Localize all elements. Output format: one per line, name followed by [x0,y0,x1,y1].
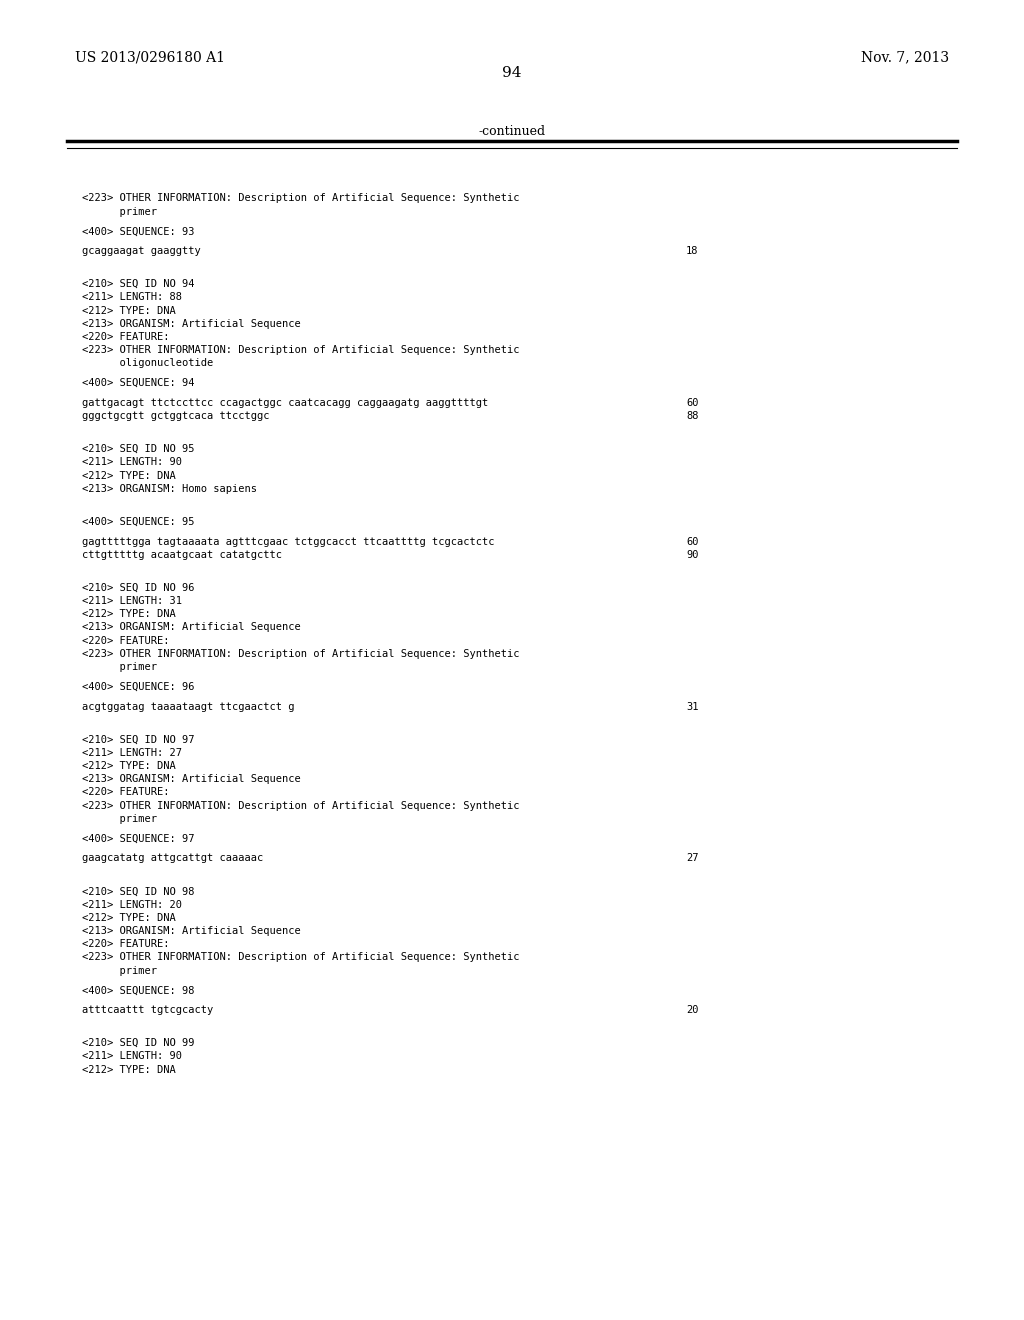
Text: <223> OTHER INFORMATION: Description of Artificial Sequence: Synthetic: <223> OTHER INFORMATION: Description of … [82,345,519,355]
Text: Nov. 7, 2013: Nov. 7, 2013 [861,50,949,65]
Text: <211> LENGTH: 27: <211> LENGTH: 27 [82,747,182,758]
Text: <210> SEQ ID NO 95: <210> SEQ ID NO 95 [82,444,195,454]
Text: <212> TYPE: DNA: <212> TYPE: DNA [82,1064,176,1074]
Text: 60: 60 [686,399,698,408]
Text: <212> TYPE: DNA: <212> TYPE: DNA [82,306,176,315]
Text: gcaggaagat gaaggtty: gcaggaagat gaaggtty [82,246,201,256]
Text: <223> OTHER INFORMATION: Description of Artificial Sequence: Synthetic: <223> OTHER INFORMATION: Description of … [82,800,519,810]
Text: 94: 94 [502,66,522,81]
Text: <220> FEATURE:: <220> FEATURE: [82,940,169,949]
Text: <400> SEQUENCE: 93: <400> SEQUENCE: 93 [82,226,195,236]
Text: <223> OTHER INFORMATION: Description of Artificial Sequence: Synthetic: <223> OTHER INFORMATION: Description of … [82,649,519,659]
Text: <210> SEQ ID NO 97: <210> SEQ ID NO 97 [82,734,195,744]
Text: gattgacagt ttctccttcc ccagactggc caatcacagg caggaagatg aaggttttgt: gattgacagt ttctccttcc ccagactggc caatcac… [82,399,488,408]
Text: -continued: -continued [478,125,546,139]
Text: 27: 27 [686,854,698,863]
Text: primer: primer [82,966,157,975]
Text: primer: primer [82,206,157,216]
Text: gggctgcgtt gctggtcaca ttcctggc: gggctgcgtt gctggtcaca ttcctggc [82,412,269,421]
Text: <211> LENGTH: 90: <211> LENGTH: 90 [82,1051,182,1061]
Text: <211> LENGTH: 20: <211> LENGTH: 20 [82,900,182,909]
Text: 90: 90 [686,549,698,560]
Text: <212> TYPE: DNA: <212> TYPE: DNA [82,913,176,923]
Text: <220> FEATURE:: <220> FEATURE: [82,787,169,797]
Text: 31: 31 [686,702,698,711]
Text: gaagcatatg attgcattgt caaaaac: gaagcatatg attgcattgt caaaaac [82,854,263,863]
Text: atttcaattt tgtcgcacty: atttcaattt tgtcgcacty [82,1006,213,1015]
Text: <210> SEQ ID NO 98: <210> SEQ ID NO 98 [82,887,195,896]
Text: 88: 88 [686,412,698,421]
Text: <212> TYPE: DNA: <212> TYPE: DNA [82,610,176,619]
Text: <213> ORGANISM: Artificial Sequence: <213> ORGANISM: Artificial Sequence [82,319,301,329]
Text: <213> ORGANISM: Homo sapiens: <213> ORGANISM: Homo sapiens [82,484,257,494]
Text: <212> TYPE: DNA: <212> TYPE: DNA [82,471,176,480]
Text: <223> OTHER INFORMATION: Description of Artificial Sequence: Synthetic: <223> OTHER INFORMATION: Description of … [82,193,519,203]
Text: <400> SEQUENCE: 98: <400> SEQUENCE: 98 [82,985,195,995]
Text: <220> FEATURE:: <220> FEATURE: [82,331,169,342]
Text: <213> ORGANISM: Artificial Sequence: <213> ORGANISM: Artificial Sequence [82,927,301,936]
Text: acgtggatag taaaataagt ttcgaactct g: acgtggatag taaaataagt ttcgaactct g [82,702,295,711]
Text: primer: primer [82,813,157,824]
Text: <213> ORGANISM: Artificial Sequence: <213> ORGANISM: Artificial Sequence [82,774,301,784]
Text: <212> TYPE: DNA: <212> TYPE: DNA [82,760,176,771]
Text: <400> SEQUENCE: 96: <400> SEQUENCE: 96 [82,681,195,692]
Text: <400> SEQUENCE: 95: <400> SEQUENCE: 95 [82,516,195,527]
Text: <210> SEQ ID NO 96: <210> SEQ ID NO 96 [82,583,195,593]
Text: US 2013/0296180 A1: US 2013/0296180 A1 [75,50,224,65]
Text: <400> SEQUENCE: 94: <400> SEQUENCE: 94 [82,378,195,388]
Text: <211> LENGTH: 31: <211> LENGTH: 31 [82,597,182,606]
Text: <210> SEQ ID NO 99: <210> SEQ ID NO 99 [82,1038,195,1048]
Text: <211> LENGTH: 88: <211> LENGTH: 88 [82,293,182,302]
Text: gagtttttgga tagtaaaata agtttcgaac tctggcacct ttcaattttg tcgcactctc: gagtttttgga tagtaaaata agtttcgaac tctggc… [82,536,495,546]
Text: primer: primer [82,663,157,672]
Text: <213> ORGANISM: Artificial Sequence: <213> ORGANISM: Artificial Sequence [82,623,301,632]
Text: <223> OTHER INFORMATION: Description of Artificial Sequence: Synthetic: <223> OTHER INFORMATION: Description of … [82,953,519,962]
Text: <211> LENGTH: 90: <211> LENGTH: 90 [82,458,182,467]
Text: cttgtttttg acaatgcaat catatgcttc: cttgtttttg acaatgcaat catatgcttc [82,549,282,560]
Text: 18: 18 [686,246,698,256]
Text: 60: 60 [686,536,698,546]
Text: 20: 20 [686,1006,698,1015]
Text: <210> SEQ ID NO 94: <210> SEQ ID NO 94 [82,280,195,289]
Text: oligonucleotide: oligonucleotide [82,358,213,368]
Text: <220> FEATURE:: <220> FEATURE: [82,636,169,645]
Text: <400> SEQUENCE: 97: <400> SEQUENCE: 97 [82,834,195,843]
